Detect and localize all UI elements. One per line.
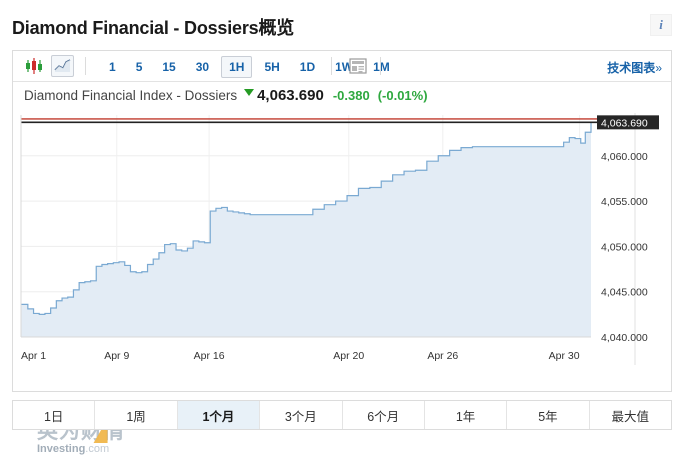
range-tab-1m[interactable]: 1个月 xyxy=(177,401,261,429)
x-axis-tick-label: Apr 20 xyxy=(333,350,364,362)
quote-summary-row: Diamond Financial Index - Dossiers 4,063… xyxy=(13,82,671,109)
price-change: -0.380 xyxy=(332,88,370,103)
page-header: Diamond Financial - Dossiers概览 i xyxy=(0,0,684,52)
watermark-en-text: Investing.com xyxy=(37,443,125,456)
chart-toolbar: 1 5 15 30 1H 5H 1D 1W 1M xyxy=(13,51,671,82)
timeframe-button-15[interactable]: 15 xyxy=(162,59,176,74)
timeframe-button-30[interactable]: 30 xyxy=(195,59,210,74)
x-axis-tick-label: Apr 16 xyxy=(194,350,225,362)
toolbar-divider xyxy=(85,57,86,75)
price-direction-down-icon xyxy=(244,89,255,96)
x-axis-tick-label: Apr 1 xyxy=(21,350,46,362)
chart-widget: 1 5 15 30 1H 5H 1D 1W 1M xyxy=(12,50,672,455)
range-tab-1d[interactable]: 1日 xyxy=(13,401,96,429)
x-axis-tick-label: Apr 26 xyxy=(427,350,458,362)
page-title: Diamond Financial - Dossiers概览 xyxy=(12,18,295,38)
timeframe-button-1d[interactable]: 1D xyxy=(299,59,316,74)
watermark-en-bold: Investing xyxy=(37,443,86,455)
range-tab-group: 1日 1周 1个月 3个月 6个月 1年 5年 最大值 xyxy=(12,400,672,430)
y-axis-tick-label: 4,055.000 xyxy=(601,196,648,208)
y-axis-tick-label: 4,050.000 xyxy=(601,241,648,253)
timeframe-button-5h[interactable]: 5H xyxy=(264,59,280,74)
price-area-fill xyxy=(21,122,591,337)
price-chart[interactable]: 4,040.000 4,045.000 4,050.000 4,055.000 4,06… xyxy=(13,109,671,455)
instrument-name: Diamond Financial Index - Dossiers xyxy=(24,88,238,103)
watermark-en-rest: .com xyxy=(85,443,110,455)
timeframe-button-group: 1 5 15 30 1H 5H 1D 1W 1M xyxy=(99,51,400,82)
y-axis-tick-label: 4,045.000 xyxy=(601,287,648,299)
line-chart-icon[interactable] xyxy=(51,55,74,77)
info-icon[interactable]: i xyxy=(650,14,672,36)
last-price: 4,063.690 xyxy=(257,87,324,104)
price-chart-canvas[interactable]: 4,040.000 4,045.000 4,050.000 4,055.000 4,06… xyxy=(13,109,671,391)
x-axis-tick-label: Apr 9 xyxy=(104,350,129,362)
toolbar-divider xyxy=(331,57,332,75)
technical-chart-link-label: 技术图表 xyxy=(607,61,656,75)
chevron-right-icon: » xyxy=(655,61,662,75)
toolbar-divider xyxy=(380,57,381,75)
range-tab-6m[interactable]: 6个月 xyxy=(343,401,425,429)
display-layout-icon[interactable] xyxy=(346,55,370,77)
timeframe-button-1[interactable]: 1 xyxy=(109,59,116,74)
price-change-percent: (-0.01%) xyxy=(377,88,428,103)
technical-chart-link[interactable]: 技术图表» xyxy=(607,59,662,76)
range-tab-3m[interactable]: 3个月 xyxy=(260,401,343,429)
range-tab-1y[interactable]: 1年 xyxy=(425,401,508,429)
price-line xyxy=(21,122,592,315)
y-axis-tick-label: 4,040.000 xyxy=(601,332,648,344)
y-axis-tick-label: 4,060.000 xyxy=(601,151,648,163)
range-tab-1w[interactable]: 1周 xyxy=(95,401,178,429)
current-price-tag xyxy=(597,115,659,130)
range-tab-max[interactable]: 最大值 xyxy=(611,409,650,424)
x-axis-tick-label: Apr 30 xyxy=(549,350,580,362)
timeframe-button-1w[interactable]: 1W xyxy=(335,59,354,74)
current-price-tag-label: 4,063.690 xyxy=(601,117,648,129)
timeframe-button-5[interactable]: 5 xyxy=(135,59,143,74)
candlestick-chart-icon[interactable] xyxy=(23,55,46,77)
timeframe-button-1h[interactable]: 1H xyxy=(221,55,253,78)
timeframe-button-1m[interactable]: 1M xyxy=(373,59,390,74)
range-tab-5y[interactable]: 5年 xyxy=(507,401,590,429)
